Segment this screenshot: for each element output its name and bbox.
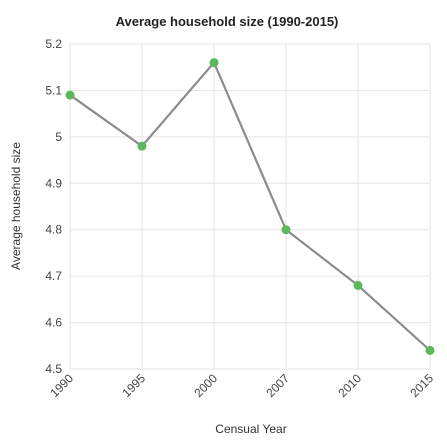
data-point [353, 280, 363, 290]
y-tick-label: 4.9 [45, 176, 62, 190]
data-point [137, 141, 147, 151]
data-points [65, 58, 435, 355]
x-gridlines [69, 44, 431, 369]
y-tick-label: 5.2 [45, 37, 62, 51]
x-tick-label: 2007 [263, 371, 292, 400]
y-tick-label: 5.1 [45, 83, 62, 97]
data-point [65, 90, 75, 100]
y-tick-label: 4.5 [45, 362, 62, 376]
series-line [69, 60, 431, 352]
x-tick-label: 2015 [407, 371, 436, 400]
y-tick-label: 4.6 [45, 316, 62, 330]
y-tick-label: 4.8 [45, 223, 62, 237]
x-tick-label: 1995 [119, 371, 148, 400]
x-axis-ticks: 1990 1995 2000 2007 2010 2015 [47, 371, 436, 400]
y-tick-label: 5 [55, 130, 62, 144]
y-axis-ticks: 4.5 4.6 4.7 4.8 4.9 5 5.1 5.2 [45, 37, 62, 376]
data-point [281, 225, 291, 235]
x-tick-label: 2000 [191, 371, 220, 400]
data-point [209, 58, 219, 68]
data-point [425, 345, 435, 355]
chart-title: Average household size (1990-2015) [116, 14, 339, 29]
x-tick-label: 2010 [335, 371, 364, 400]
y-gridlines [70, 43, 430, 370]
y-axis-label: Average household size [9, 142, 23, 270]
x-axis-label: Censual Year [215, 422, 286, 436]
y-tick-label: 4.7 [45, 269, 62, 283]
